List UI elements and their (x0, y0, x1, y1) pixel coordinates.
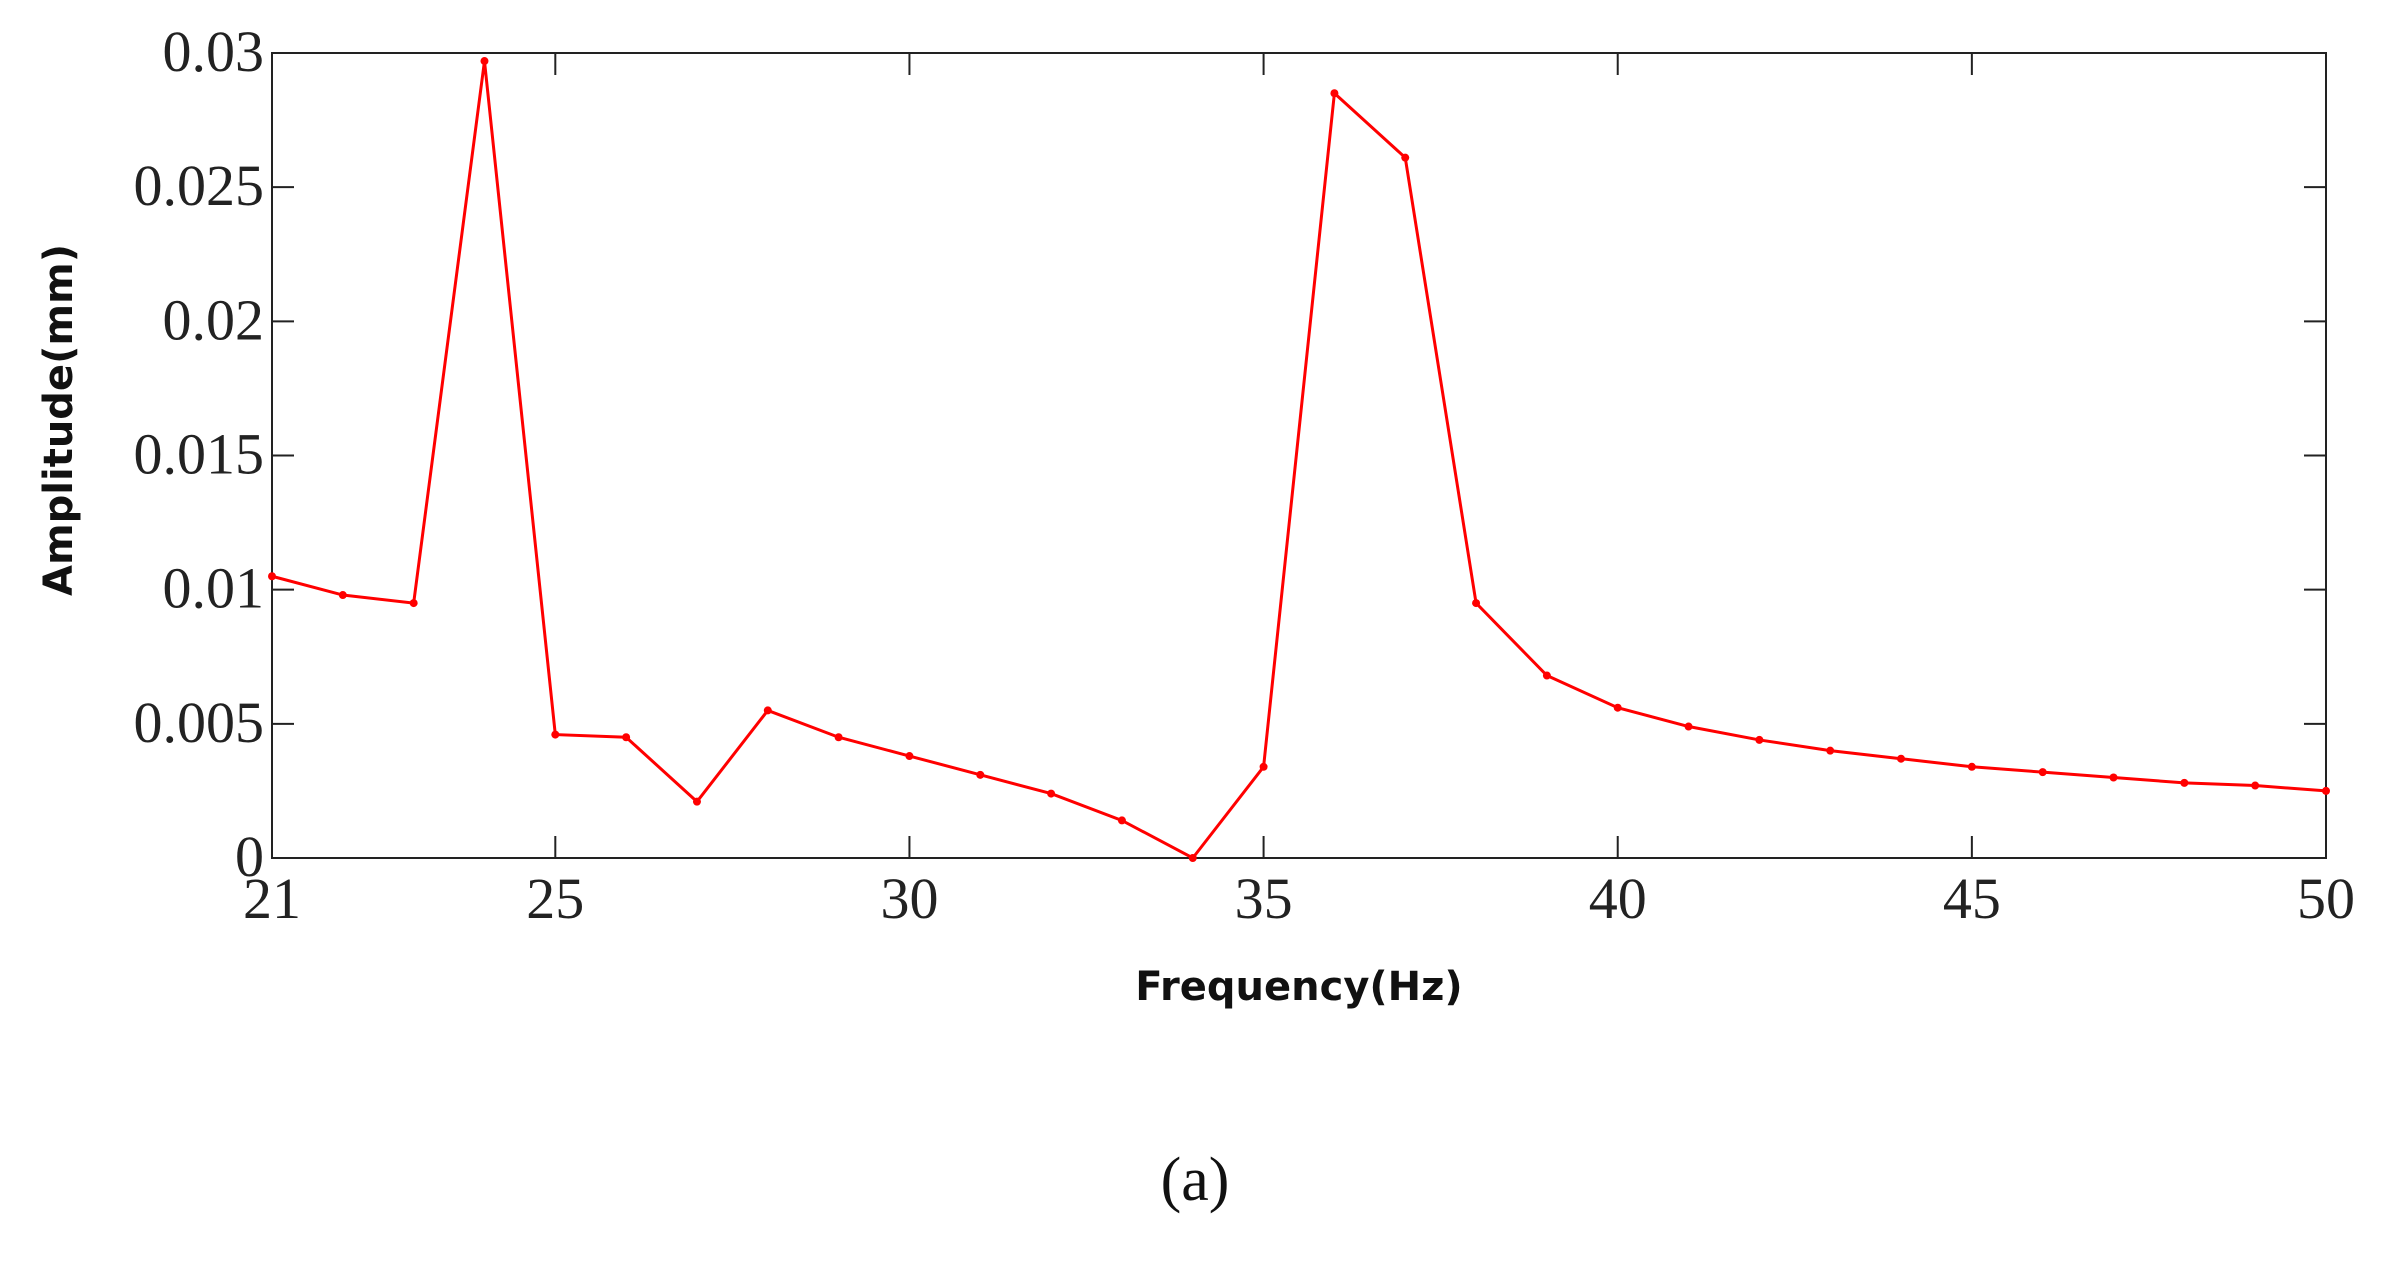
data-point (834, 733, 843, 742)
data-point (338, 591, 347, 600)
y-tick-label: 0.015 (134, 422, 265, 487)
y-tick-label: 0.01 (163, 556, 265, 621)
x-tick-label: 40 (1589, 866, 1647, 931)
data-point (268, 572, 276, 581)
data-point (1967, 762, 1976, 771)
data-point (763, 706, 772, 715)
caption: (a) (1161, 1146, 1230, 1214)
x-tick-label: 25 (526, 866, 584, 931)
data-point (692, 797, 701, 806)
data-point (976, 770, 985, 779)
data-point (2251, 781, 2260, 790)
y-tick-label: 0.025 (134, 153, 265, 218)
data-point (480, 57, 489, 66)
data-point (1330, 89, 1339, 98)
data-point (905, 752, 914, 761)
data-point (2322, 786, 2330, 795)
data-point (1897, 754, 1906, 763)
data-point (2038, 768, 2047, 777)
data-point (1472, 599, 1481, 608)
data-line (271, 60, 2327, 860)
data-point (409, 599, 418, 608)
plot-frame (271, 52, 2327, 859)
data-point (2109, 773, 2118, 782)
y-tick-label: 0.02 (163, 287, 265, 352)
data-point (551, 730, 560, 739)
x-tick-label: 45 (1943, 866, 2001, 931)
data-point (1117, 816, 1126, 825)
data-point (1826, 746, 1835, 755)
x-tick-label: 35 (1235, 866, 1293, 931)
y-tick-label: 0.005 (134, 690, 265, 755)
data-point (622, 733, 631, 742)
data-point (1684, 722, 1693, 731)
data-point (1259, 762, 1268, 771)
x-tick-label: 21 (243, 866, 301, 931)
data-point (1188, 854, 1197, 862)
y-axis-label: Amplitude(mm) (36, 244, 82, 596)
data-point (1613, 703, 1622, 712)
y-tick-label: 0.03 (163, 19, 265, 84)
x-axis-label: Frequency(Hz) (1135, 964, 1462, 1010)
data-point (1401, 153, 1410, 162)
x-tick-label: 50 (2297, 866, 2355, 931)
data-point (1755, 735, 1764, 744)
data-point (1047, 789, 1056, 798)
data-point (2180, 778, 2189, 787)
data-point (1542, 671, 1551, 680)
y-tick-label: 0 (235, 824, 264, 889)
x-tick-label: 30 (880, 866, 938, 931)
